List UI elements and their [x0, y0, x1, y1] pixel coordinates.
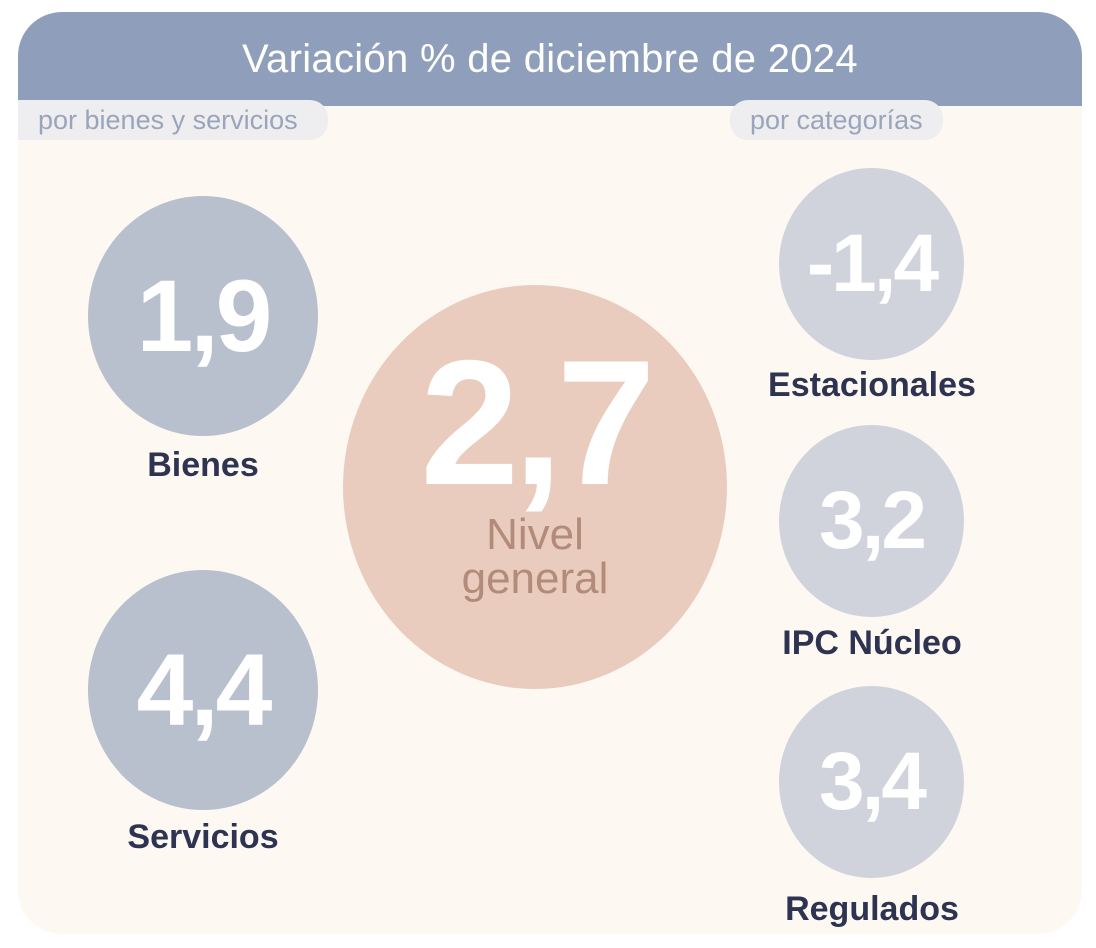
servicios-label: Servicios — [127, 818, 279, 856]
servicios-circle: 4,4 — [88, 570, 318, 810]
nivel-general-label: Nivel general — [405, 513, 665, 601]
ipc-nucleo-label: IPC Núcleo — [782, 624, 962, 662]
header-title: Variación % de diciembre de 2024 — [242, 36, 858, 81]
nivel-general-value: 2,7 — [420, 323, 655, 522]
nivel-general-label-line2: general — [461, 554, 609, 603]
regulados-value: 3,4 — [819, 736, 927, 827]
estacionales-circle: -1,4 — [779, 168, 964, 360]
nivel-general-label-line1: Nivel — [486, 510, 584, 559]
ipc-nucleo-value: 3,2 — [819, 475, 927, 566]
nivel-general-circle: 2,7 Nivel general — [343, 285, 727, 689]
bienes-label: Bienes — [147, 446, 259, 484]
estacionales-value: -1,4 — [806, 218, 939, 309]
regulados-label: Regulados — [785, 890, 959, 928]
header-bar: Variación % de diciembre de 2024 — [18, 12, 1082, 106]
estacionales-label: Estacionales — [768, 366, 976, 404]
bienes-circle: 1,9 — [88, 196, 318, 436]
section-label-categories: por categorías — [730, 100, 943, 140]
servicios-value: 4,4 — [136, 632, 273, 747]
ipc-nucleo-circle: 3,2 — [779, 425, 964, 617]
regulados-circle: 3,4 — [779, 686, 964, 878]
section-label-goods-services: por bienes y servicios — [18, 100, 328, 140]
bienes-value: 1,9 — [136, 258, 273, 373]
